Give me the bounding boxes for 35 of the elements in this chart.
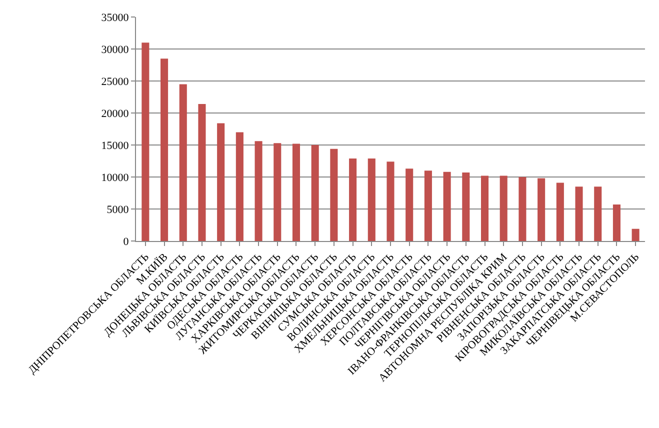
y-tick-label: 25000	[101, 76, 130, 88]
bar	[236, 132, 244, 241]
bar	[217, 123, 225, 241]
bar	[368, 158, 376, 241]
y-tick-label: 15000	[101, 140, 130, 152]
bar	[349, 158, 357, 241]
y-tick-label: 35000	[101, 12, 130, 24]
bar	[386, 162, 394, 241]
bar	[292, 144, 300, 241]
bar	[556, 182, 564, 241]
bar	[330, 148, 338, 241]
bar	[480, 176, 489, 241]
bar	[443, 172, 451, 241]
y-tick-label: 20000	[101, 108, 130, 120]
bar	[538, 178, 546, 241]
y-tick-label: 0	[123, 236, 130, 248]
bar	[518, 177, 526, 241]
bar	[198, 104, 206, 241]
bar	[254, 141, 262, 241]
bar	[594, 186, 602, 241]
bar	[575, 186, 583, 241]
bar	[142, 42, 150, 241]
bar	[160, 58, 168, 241]
bar	[274, 143, 282, 241]
bar	[406, 168, 414, 241]
bar	[424, 170, 432, 241]
bar	[500, 176, 508, 241]
bar	[179, 84, 187, 241]
y-tick-label: 10000	[101, 172, 130, 184]
bar	[311, 145, 319, 241]
y-tick-label: 30000	[101, 44, 130, 56]
bar	[612, 204, 620, 241]
bar	[462, 172, 470, 241]
bar	[632, 228, 640, 241]
y-tick-label: 5000	[106, 204, 130, 216]
